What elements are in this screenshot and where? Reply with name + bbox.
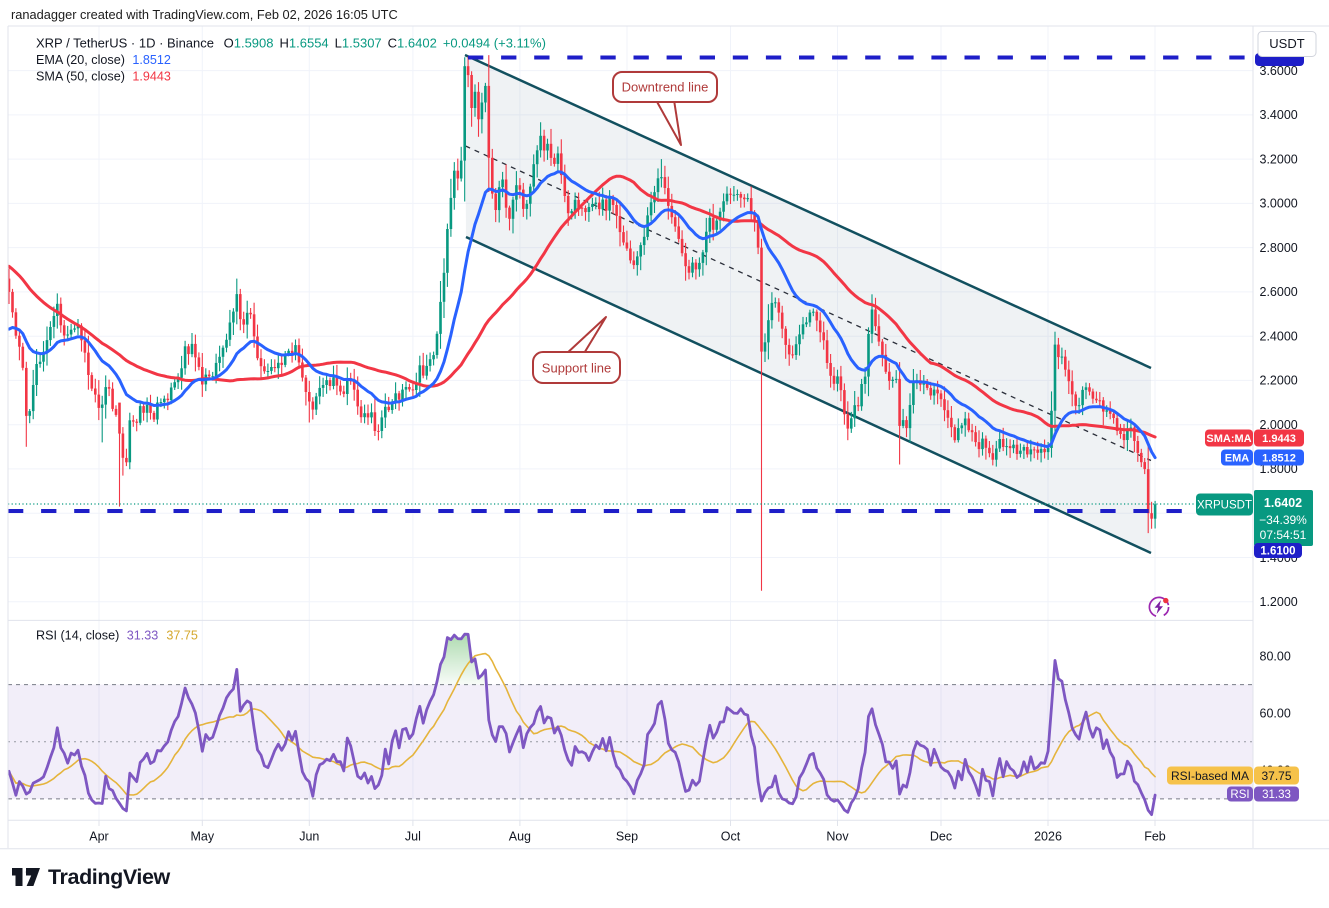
svg-text:1.6402: 1.6402 — [1264, 496, 1302, 510]
svg-text:ranadagger created with Tradin: ranadagger created with TradingView.com,… — [11, 7, 398, 22]
svg-text:2.0000: 2.0000 — [1260, 418, 1298, 432]
svg-text:2.2000: 2.2000 — [1260, 374, 1298, 388]
svg-text:Jul: Jul — [405, 830, 421, 844]
svg-text:37.75: 37.75 — [1261, 769, 1291, 783]
svg-text:1.2000: 1.2000 — [1260, 595, 1298, 609]
svg-text:May: May — [190, 830, 214, 844]
svg-text:USDT: USDT — [1269, 36, 1304, 51]
svg-text:80.00: 80.00 — [1260, 649, 1291, 663]
svg-text:Support line: Support line — [542, 361, 611, 376]
svg-text:Sep: Sep — [616, 830, 638, 844]
svg-text:60.00: 60.00 — [1260, 707, 1291, 721]
svg-text:2.4000: 2.4000 — [1260, 330, 1298, 344]
svg-text:3.2000: 3.2000 — [1260, 152, 1298, 166]
svg-text:3.4000: 3.4000 — [1260, 108, 1298, 122]
svg-text:Dec: Dec — [930, 830, 952, 844]
svg-text:2026: 2026 — [1034, 830, 1062, 844]
svg-text:XRP / TetherUS · 1D · Binance: XRP / TetherUS · 1D · Binance O1.5908 H1.… — [36, 36, 546, 51]
svg-text:07:54:51: 07:54:51 — [1260, 528, 1307, 542]
svg-text:Downtrend line: Downtrend line — [622, 80, 709, 95]
svg-text:Nov: Nov — [826, 830, 849, 844]
svg-text:SMA (50, close) 1.9443: SMA (50, close) 1.9443 — [36, 70, 171, 84]
svg-text:RSI: RSI — [1230, 789, 1249, 801]
svg-text:3.6000: 3.6000 — [1260, 64, 1298, 78]
svg-text:RSI-based MA: RSI-based MA — [1171, 769, 1249, 783]
svg-text:EMA: EMA — [1225, 452, 1250, 464]
svg-text:Feb: Feb — [1144, 830, 1166, 844]
svg-text:Apr: Apr — [89, 830, 108, 844]
svg-text:1.8000: 1.8000 — [1260, 462, 1298, 476]
svg-text:−34.39%: −34.39% — [1259, 513, 1307, 527]
svg-text:1.6100: 1.6100 — [1260, 546, 1295, 558]
svg-text:SMA:MA: SMA:MA — [1206, 433, 1251, 445]
svg-text:Aug: Aug — [509, 830, 531, 844]
svg-text:TradingView: TradingView — [48, 865, 171, 889]
svg-text:Oct: Oct — [721, 830, 741, 844]
svg-text:2.6000: 2.6000 — [1260, 285, 1298, 299]
svg-text:Jun: Jun — [299, 830, 319, 844]
svg-text:EMA (20, close) 1.8512: EMA (20, close) 1.8512 — [36, 53, 171, 67]
svg-text:1.8512: 1.8512 — [1262, 452, 1296, 464]
svg-text:31.33: 31.33 — [1262, 789, 1291, 801]
svg-text:2.8000: 2.8000 — [1260, 241, 1298, 255]
svg-text:XRPUSDT: XRPUSDT — [1197, 500, 1252, 512]
svg-text:3.0000: 3.0000 — [1260, 197, 1298, 211]
svg-text:1.9443: 1.9443 — [1262, 433, 1296, 445]
